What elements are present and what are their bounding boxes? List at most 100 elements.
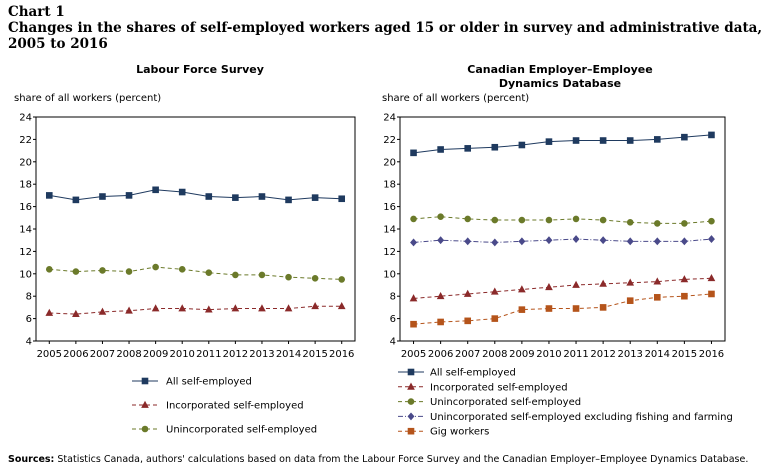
data-point-ceedd-4 [572,305,580,312]
x-tick-label-ceedd: 2012 [590,349,615,360]
data-point-ceedd-4 [545,305,553,312]
plot-frame-lfs [35,116,356,342]
panel-title-ceedd: Canadian Employer–Employee Dynamics Data… [420,63,700,91]
x-tick-label-ceedd: 2015 [672,349,697,360]
y-axis-label-ceedd: share of all workers (percent) [382,93,530,104]
data-point-ceedd-3 [518,237,526,246]
data-point-ceedd-4 [681,292,688,300]
y-tick-label-ceedd: 12 [383,247,396,258]
data-point-ceedd-0 [708,131,715,139]
data-point-lfs-2 [178,266,186,273]
data-point-ceedd-1 [490,287,499,295]
data-point-ceedd-4 [518,306,526,313]
data-point-lfs-1 [98,307,107,315]
data-point-lfs-1 [72,309,80,318]
data-point-ceedd-3 [572,235,580,244]
data-point-ceedd-3 [410,238,418,247]
data-point-ceedd-0 [653,136,661,143]
y-tick-label-ceedd: 24 [383,113,396,124]
data-point-lfs-1 [125,306,133,314]
data-point-ceedd-2 [681,220,688,227]
data-point-ceedd-1 [626,278,635,286]
data-point-ceedd-4 [626,297,634,304]
data-point-ceedd-1 [707,274,716,282]
data-point-ceedd-4 [708,290,715,298]
data-point-lfs-0 [152,186,159,194]
x-tick-label-ceedd: 2014 [645,349,670,360]
y-tick-label-ceedd: 22 [383,135,396,146]
y-tick-label-ceedd: 18 [383,180,396,191]
data-point-lfs-1 [284,304,293,312]
x-tick-label-lfs: 2006 [63,349,88,360]
y-tick-label-lfs: 4 [26,337,32,348]
legend-marker-ceedd-4 [407,427,415,435]
x-tick-label-ceedd: 2013 [617,349,642,360]
x-tick-label-ceedd: 2009 [509,349,534,360]
x-tick-label-ceedd: 2007 [455,349,480,360]
legend-marker-ceedd-1 [407,382,415,390]
data-point-ceedd-0 [518,141,526,149]
x-tick-label-ceedd: 2008 [482,349,507,360]
legend-label-ceedd-4: Gig workers [430,427,489,438]
y-tick-label-ceedd: 10 [383,269,396,280]
data-point-ceedd-1 [518,285,526,293]
data-point-ceedd-3 [491,238,499,247]
data-point-lfs-0 [232,194,239,201]
y-tick-label-lfs: 20 [19,157,32,168]
data-point-ceedd-2 [572,215,580,223]
data-point-ceedd-2 [491,216,499,224]
y-axis-label-lfs: share of all workers (percent) [14,93,162,104]
legend-marker-lfs-1 [141,400,149,408]
x-tick-label-lfs: 2009 [143,349,168,360]
data-point-ceedd-3 [680,237,688,246]
data-point-ceedd-2 [437,213,444,220]
panel-title-ceedd-line2: Dynamics Database [498,77,622,90]
x-tick-label-lfs: 2007 [90,349,115,360]
chart-header: Chart 1 Changes in the shares of self-em… [8,4,764,52]
x-tick-label-ceedd: 2011 [563,349,588,360]
data-point-lfs-2 [285,273,292,281]
y-tick-label-lfs: 14 [19,225,32,236]
data-point-lfs-0 [178,188,186,196]
x-tick-label-lfs: 2008 [116,349,141,360]
chart-number: Chart 1 [8,4,65,20]
y-tick-label-lfs: 22 [19,135,32,146]
legend-label-ceedd-1: Incorporated self-employed [430,382,568,393]
data-point-ceedd-4 [599,304,607,311]
y-tick-label-ceedd: 20 [383,157,396,168]
y-tick-label-lfs: 10 [19,269,32,280]
data-point-ceedd-0 [491,143,499,151]
data-point-ceedd-0 [599,137,607,144]
data-point-ceedd-2 [410,215,417,223]
data-point-lfs-0 [258,193,266,200]
panel-title-ceedd-line1: Canadian Employer–Employee [467,63,653,76]
data-point-ceedd-4 [410,320,417,328]
data-point-ceedd-3 [464,237,472,246]
x-tick-label-lfs: 2016 [329,349,354,360]
data-point-lfs-1 [151,304,160,312]
data-point-ceedd-3 [437,236,445,245]
data-point-lfs-2 [72,268,80,275]
data-point-ceedd-1 [653,277,662,285]
y-tick-label-ceedd: 4 [390,337,396,348]
plot-frame-ceedd [399,116,726,342]
data-point-lfs-0 [72,196,80,204]
data-point-lfs-0 [45,192,53,199]
data-point-lfs-1 [204,305,213,313]
data-point-ceedd-0 [572,137,580,144]
x-tick-label-lfs: 2005 [37,349,62,360]
data-point-ceedd-2 [708,217,715,225]
data-point-ceedd-2 [545,216,553,224]
y-tick-label-ceedd: 8 [390,292,396,303]
data-point-ceedd-3 [626,237,634,246]
data-point-ceedd-2 [464,215,472,223]
data-point-lfs-1 [45,308,54,316]
data-point-ceedd-0 [464,145,472,152]
data-point-ceedd-1 [572,280,580,288]
series-line-ceedd-0 [413,134,712,154]
legend-label-ceedd-0: All self-employed [430,368,516,379]
data-point-ceedd-1 [463,289,472,297]
data-point-ceedd-2 [653,220,661,227]
data-point-lfs-2 [258,271,266,279]
